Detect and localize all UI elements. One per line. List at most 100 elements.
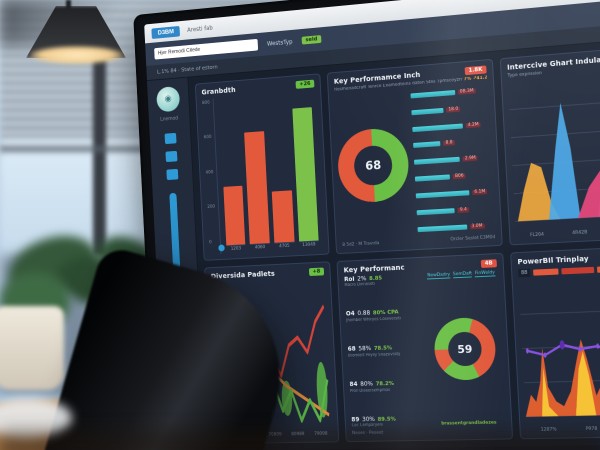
bar-column: 4705: [267, 95, 295, 251]
bar-segment: [533, 267, 559, 276]
sidebar-item-1[interactable]: [164, 132, 177, 145]
legend-label: 18.0: [446, 106, 461, 113]
blue-dot: [218, 243, 225, 251]
plant-pot: [0, 306, 64, 390]
kpi-row: RoI 2% 8.85 Macro Dinneseti: [344, 273, 422, 288]
panel-badge[interactable]: +26: [295, 79, 315, 89]
panel-title: Key Performanc: [343, 263, 405, 274]
panel-donut-kpi: Key Performamce Inch 1.8K Resmenadcraft …: [326, 58, 503, 254]
kpi-delta: 8.85: [369, 275, 383, 282]
bar: [222, 185, 246, 245]
x-label: FL204: [529, 232, 544, 238]
y-tick: 600: [203, 135, 212, 141]
combo-plot: 1287%P978T899: [518, 274, 600, 433]
kpi-delta: 89.5%: [377, 416, 396, 423]
bar: [291, 107, 319, 241]
kpi-link[interactable]: SemDaft: [452, 270, 473, 278]
bar-chart: 800 600 400 200 0 1203 4060 4705 13049: [201, 90, 323, 255]
panel-title: Diversida Padlets: [210, 269, 275, 281]
subtitle-highlight: 7% ↗41.2g: [463, 75, 487, 83]
bar-segment: [561, 266, 595, 274]
y-tick: 400: [205, 170, 214, 176]
nav-menu-item[interactable]: WestsTyp: [266, 38, 293, 48]
kpi-delta: 78.5%: [373, 345, 393, 352]
panel-area-chart: Interccive Ghart Indula Type expnssion F…: [499, 46, 600, 245]
bar: [244, 131, 270, 244]
panel-footer-right: Orcler Seslet E3M0d: [450, 234, 496, 242]
donut-chart: 59: [433, 317, 498, 382]
x-label: 1203: [225, 243, 246, 254]
legend-label: 9.4: [457, 207, 470, 213]
panel-footer-left: 8 5d2 · M Travrda: [342, 240, 380, 248]
legend-label: 8.8: [443, 140, 455, 147]
y-tick: 200: [207, 204, 216, 211]
sidebar-label: Lnemod: [160, 115, 179, 123]
bars-wrap: 800 600 400 200 0 1203 4060 4705 13049: [201, 90, 323, 255]
sidebar-item-3[interactable]: [165, 168, 178, 181]
bar-column: 1203: [219, 98, 246, 254]
bars-area: 1203 4060 4705 13049: [213, 90, 323, 254]
bar-column: 13049: [291, 93, 320, 250]
kpi-donut-side: NewDadry SemDaft FinWeldy 59 brassentgrand…: [425, 269, 505, 427]
x-label: 4705: [274, 241, 295, 251]
dashboard-button[interactable]: D3BM: [151, 25, 181, 39]
bar-column: 4060: [243, 96, 271, 253]
sidebar-item-2[interactable]: [165, 150, 178, 163]
kpi-links: NewDadry SemDaft FinWeldy: [427, 269, 495, 279]
panel-title: Granbdth: [201, 86, 236, 97]
legend-bar: [412, 123, 464, 132]
legend-bar: [414, 174, 451, 182]
breadcrumb[interactable]: L.1% 84 · State of estorn: [156, 64, 218, 75]
legend-row: 0B.3M: [410, 86, 488, 99]
legend-row: 18.0: [411, 103, 488, 116]
legend-label: B06: [452, 173, 466, 180]
kpi-row: 89 30% 89.5% Coc Cemparyeni: [351, 415, 429, 428]
legend-bar: [413, 141, 441, 149]
legend-bar: [414, 157, 461, 166]
kpi-link[interactable]: NewDadry: [427, 271, 451, 279]
x-label: 13049: [298, 239, 320, 250]
panel-bar-chart: Granbdth +26 800 600 400 200 0 1203 4060 4705 13…: [194, 73, 330, 261]
nav-badge[interactable]: seld: [301, 35, 322, 45]
x-label: 4R42B: [572, 229, 588, 236]
kpi-area: RoI 2% 8.85 Macro Dinneseti O4 0.88 80% CPA Jhe…: [344, 269, 505, 429]
donut-caption: brassentgrandladezes: [441, 420, 497, 427]
panel-title: PowerBIl Trinplay: [517, 254, 589, 266]
legend-bar: [417, 224, 467, 232]
segment-label: 88: [517, 268, 531, 277]
bar: [271, 189, 295, 243]
legend-bar: [415, 190, 470, 199]
legend-row: 8.8: [413, 137, 490, 149]
kpi-row: 84 80% 78.2% Pron Diseersempmas: [349, 380, 427, 393]
legend-bar: [416, 207, 456, 215]
legend-label: 3.0M: [469, 223, 485, 229]
y-tick: 800: [201, 100, 210, 107]
window-frame: [93, 55, 106, 255]
legend-row: B06: [414, 171, 492, 183]
area-chart: FL2044R42B9009: [508, 72, 600, 239]
search-input[interactable]: [154, 38, 259, 60]
desk-plate: [0, 398, 72, 438]
logo-avatar[interactable]: ◉: [156, 85, 181, 113]
y-tick: 0: [209, 239, 212, 245]
legend-label: 4.2M: [465, 121, 481, 128]
legend-row: 9.4: [416, 205, 494, 216]
chart-canvas: [518, 274, 600, 426]
panel-badge[interactable]: 1.8K: [464, 65, 487, 76]
legend-row: 2.9M: [414, 154, 491, 166]
combo-chart: 1287%P978T899: [518, 274, 600, 433]
kpi-link[interactable]: FinWeldy: [474, 269, 495, 277]
donut-chart-area: 68 0B.3M 18.0 4.2M 8.8 2.9M B06 6.1M 9.4 3.0M: [335, 83, 495, 239]
area-plot: FL2044R42B9009: [508, 72, 600, 239]
legend-bar: [410, 90, 456, 99]
panel-badge[interactable]: 4B: [480, 258, 497, 268]
legend-row: 3.0M: [417, 221, 495, 232]
kpi-caption: Pron Diseersempmas: [349, 386, 391, 393]
legend-row: 4.2M: [412, 120, 489, 132]
lamp-glow: [30, 46, 124, 64]
panel-badge[interactable]: +8: [308, 267, 325, 276]
kpi-row: O4 0.88 80% CPA Jhember Whiryes Coseversiti: [346, 309, 424, 323]
window-sill: [0, 146, 170, 152]
kpi-caption: Coc Cemparyeni: [351, 422, 384, 428]
